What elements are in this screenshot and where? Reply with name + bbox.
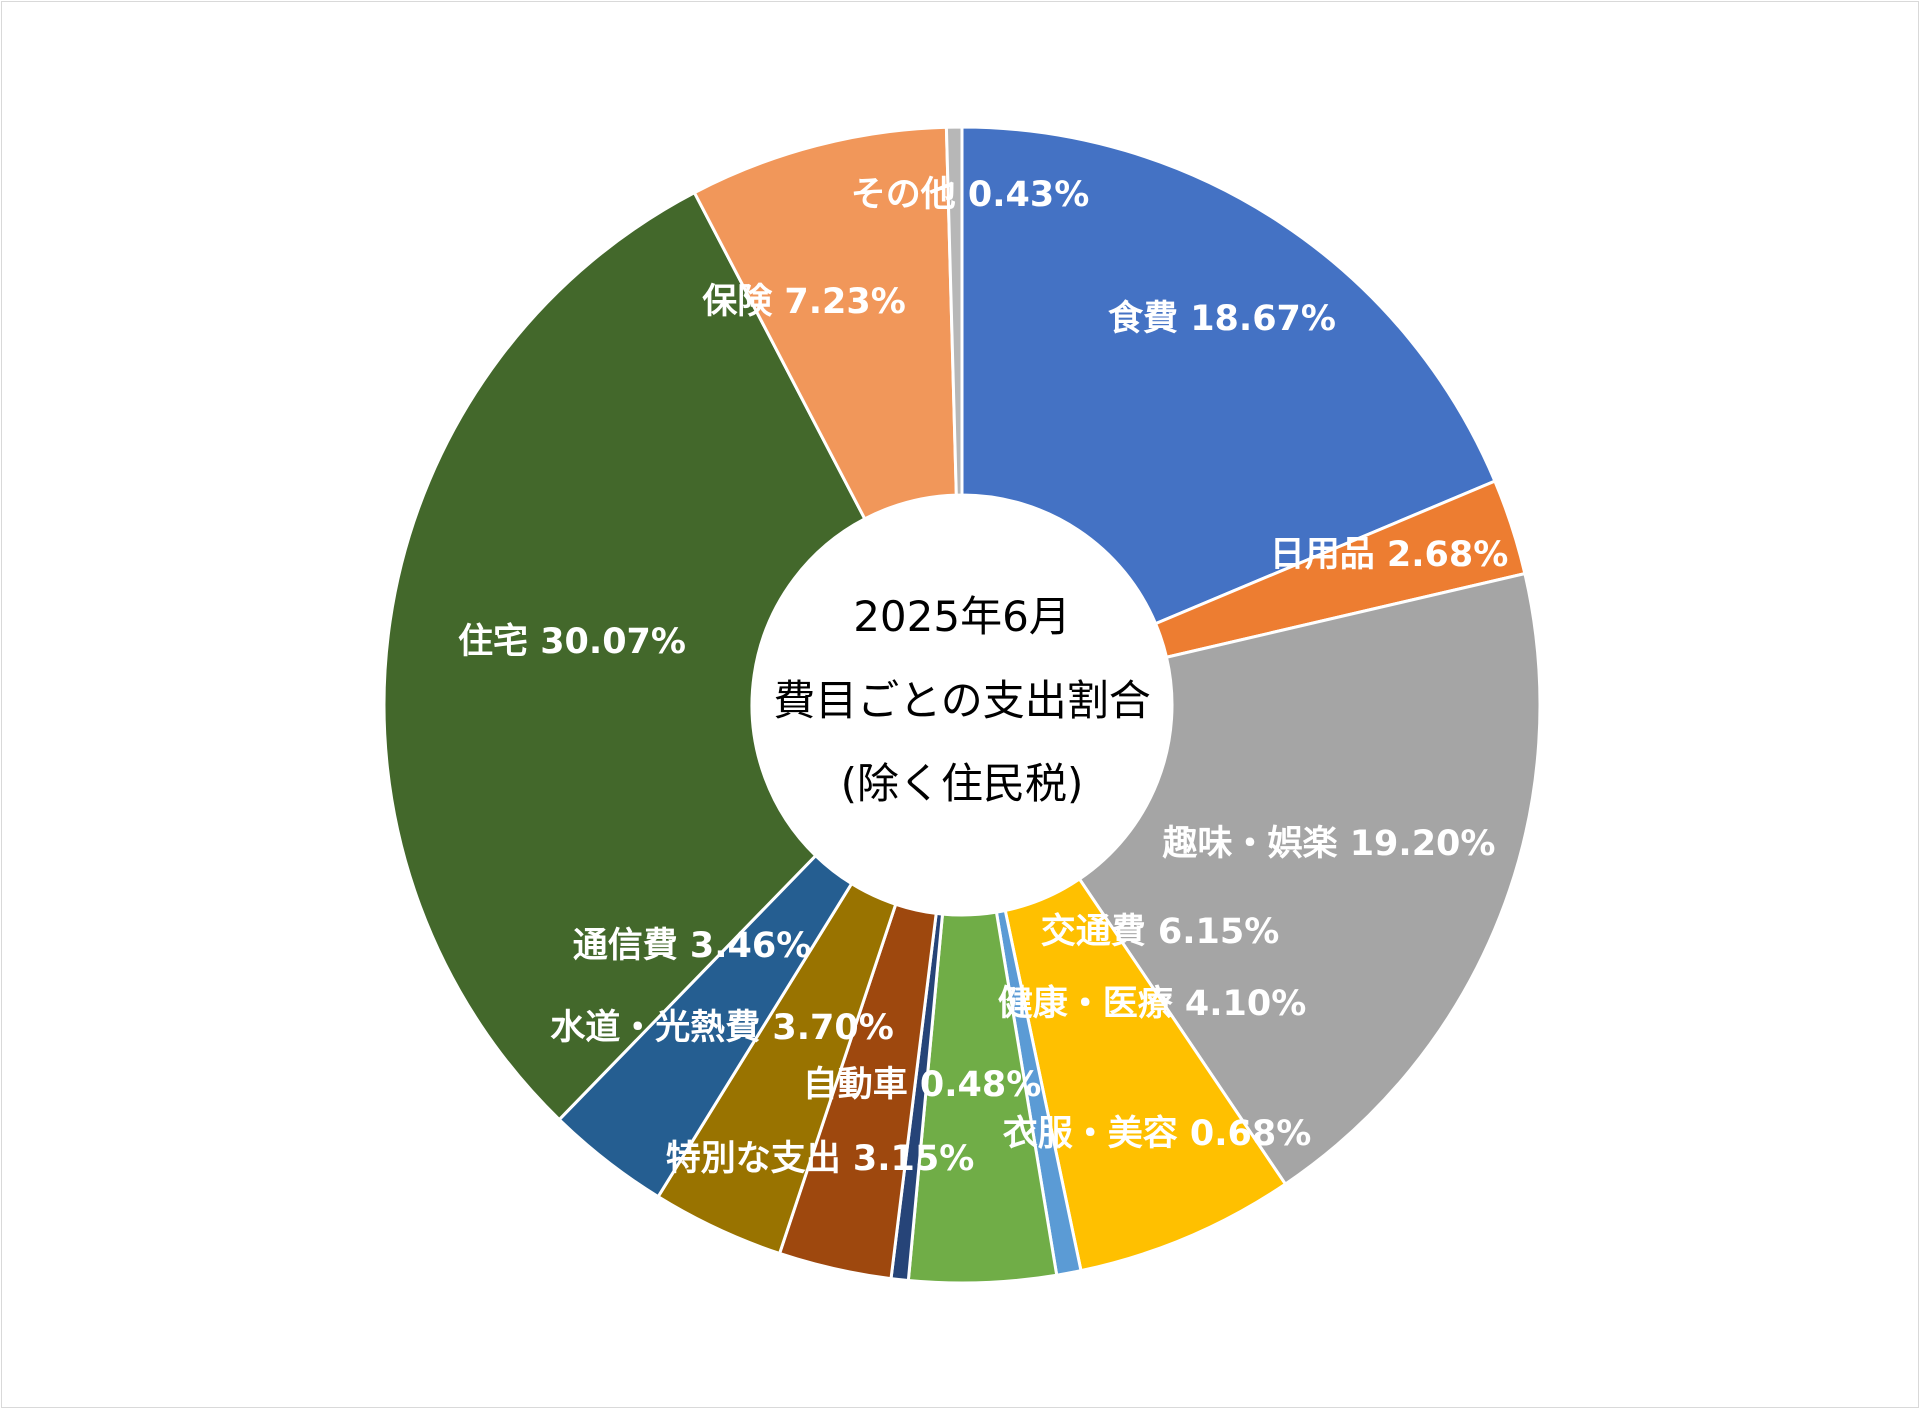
- slice-label-11: 住宅 30.07%: [458, 621, 686, 662]
- slice-label-3: 趣味・娯楽 19.20%: [1163, 824, 1496, 864]
- slice-label-7: 自動車 0.48%: [803, 1065, 1042, 1105]
- slice-label-10: 通信費 3.46%: [573, 926, 812, 966]
- slice-label-4: 交通費 6.15%: [1041, 911, 1280, 952]
- slice-3: [1077, 571, 1542, 1187]
- slice-11: [382, 190, 867, 1122]
- slice-label-13: その他 0.43%: [851, 175, 1090, 215]
- slice-label-9: 水道・光熱費 3.70%: [550, 1008, 894, 1048]
- slice-12: [692, 125, 958, 521]
- center-title: 2025年6月 費目ごとの支出割合 (除く住民税): [773, 592, 1151, 808]
- center-title-line-3: (除く住民税): [841, 759, 1084, 808]
- slice-label-6: 健康・医療 4.10%: [998, 983, 1307, 1024]
- slice-label-12: 保険 7.23%: [702, 282, 906, 322]
- slice-13: [944, 125, 964, 497]
- slice-label-5: 衣服・美容 0.68%: [1003, 1114, 1312, 1154]
- center-title-line-1: 2025年6月: [853, 592, 1071, 641]
- slice-label-1: 食費 18.67%: [1108, 298, 1336, 339]
- center-title-line-2: 費目ごとの支出割合: [773, 676, 1151, 725]
- slice-1: [960, 125, 1497, 626]
- slice-4: [1003, 876, 1288, 1273]
- chart-slices: [382, 125, 1542, 1285]
- slice-label-2: 日用品 2.68%: [1270, 535, 1509, 575]
- slice-label-8: 特別な支出 3.15%: [666, 1139, 975, 1179]
- chart-labels: 食費 18.67% 日用品 2.68% 趣味・娯楽 19.20% 交通費 6.15% 衣…: [458, 175, 1508, 1179]
